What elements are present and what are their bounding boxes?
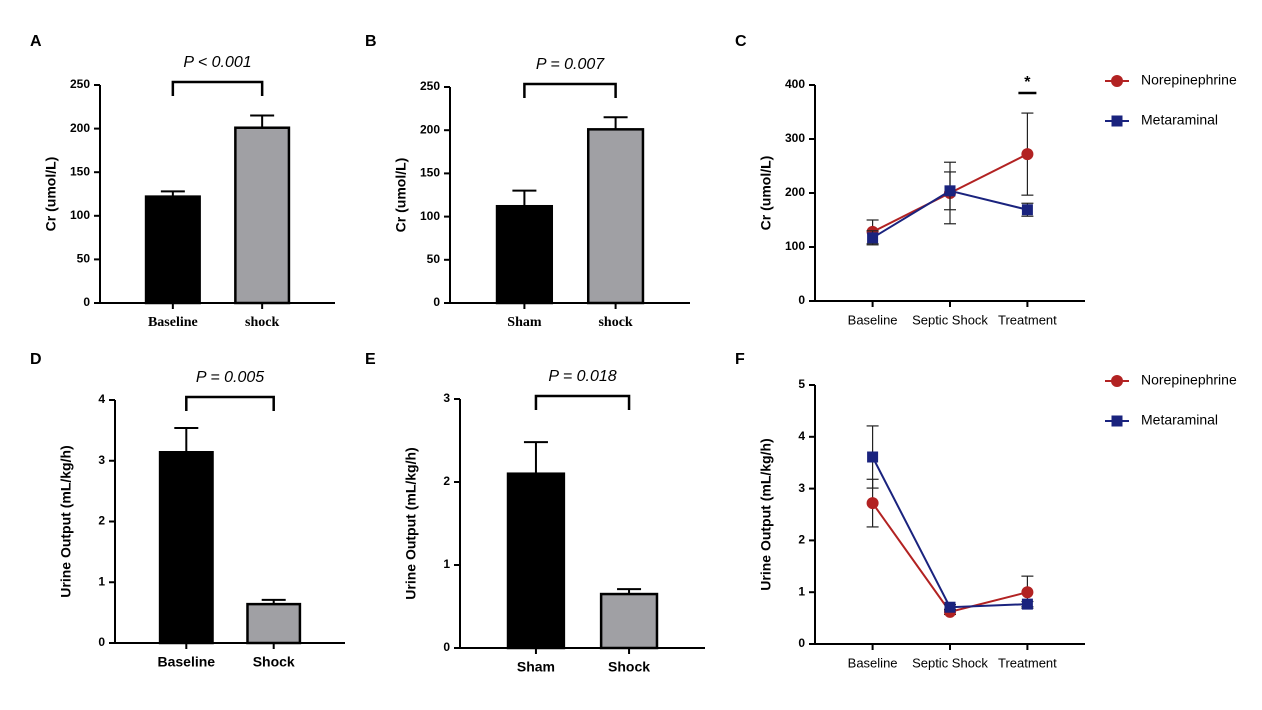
y-tick-label: 1 [98, 574, 105, 588]
bar [144, 195, 201, 305]
panel-label: C [735, 33, 747, 50]
y-axis-label: Cr (umol/L) [43, 157, 59, 232]
y-tick-label: 100 [785, 239, 805, 253]
panel-label: A [30, 33, 42, 50]
panel-label: B [365, 33, 377, 50]
bar [495, 204, 554, 305]
marker [944, 185, 956, 197]
x-tick-label: Shock [608, 659, 650, 675]
x-tick-label: Sham [517, 659, 555, 675]
y-axis-label: Cr (umol/L) [393, 158, 409, 233]
marker [866, 497, 879, 510]
y-tick-label: 150 [420, 166, 440, 180]
annotation: P = 0.005 [196, 369, 264, 386]
x-tick-label: shock [245, 315, 279, 330]
significance-bracket [523, 82, 617, 98]
bar [586, 128, 645, 305]
x-tick-label: Baseline [148, 315, 198, 330]
legend-label: Norepinephrine [1141, 372, 1237, 388]
y-tick-label: 3 [798, 481, 805, 495]
y-tick-label: 100 [420, 209, 440, 223]
x-tick-label: Treatment [998, 655, 1057, 670]
annotation: * [1024, 74, 1031, 91]
y-axis-label: Cr (umol/L) [758, 156, 774, 231]
y-tick-label: 0 [83, 295, 90, 309]
y-tick-label: 300 [785, 131, 805, 145]
x-tick-label: Septic Shock [912, 312, 988, 327]
panel-label: D [30, 351, 42, 368]
marker [1021, 598, 1033, 610]
bar [506, 472, 566, 650]
y-tick-label: 50 [77, 252, 91, 266]
y-tick-label: 200 [70, 121, 90, 135]
legend-label: Metaraminal [1141, 112, 1218, 128]
bar [246, 602, 302, 645]
y-tick-label: 250 [70, 77, 90, 91]
bar [158, 450, 214, 645]
x-tick-label: Treatment [998, 312, 1057, 327]
significance-bracket [534, 394, 631, 410]
legend-label: Metaraminal [1141, 412, 1218, 428]
series-line [871, 502, 1028, 614]
y-tick-label: 3 [443, 391, 450, 405]
y-tick-label: 2 [798, 533, 805, 547]
y-axis-label: Urine Output (mL/kg/h) [758, 438, 774, 590]
y-tick-label: 0 [433, 295, 440, 309]
y-tick-label: 200 [420, 122, 440, 136]
significance-bracket [185, 395, 275, 411]
annotation: P = 0.018 [548, 368, 616, 385]
y-tick-label: 400 [785, 77, 805, 91]
x-tick-label: Sham [507, 315, 542, 330]
legend-label: Norepinephrine [1141, 72, 1237, 88]
y-tick-label: 200 [785, 185, 805, 199]
annotation: P < 0.001 [183, 54, 251, 71]
y-tick-label: 250 [420, 79, 440, 93]
marker [944, 601, 956, 613]
y-tick-label: 0 [798, 636, 805, 650]
y-tick-label: 4 [798, 429, 805, 443]
y-tick-label: 5 [798, 377, 805, 391]
y-tick-label: 1 [798, 584, 805, 598]
marker [867, 451, 879, 463]
x-tick-label: Baseline [158, 654, 216, 670]
x-tick-label: Shock [253, 654, 295, 670]
x-tick-label: shock [598, 315, 632, 330]
legend-marker [1111, 375, 1123, 387]
series-line [871, 456, 1028, 609]
y-tick-label: 100 [70, 208, 90, 222]
y-tick-label: 1 [443, 557, 450, 571]
x-tick-label: Septic Shock [912, 655, 988, 670]
y-tick-label: 2 [443, 474, 450, 488]
legend-marker [1111, 115, 1123, 127]
y-tick-label: 3 [98, 453, 105, 467]
marker [1021, 148, 1034, 161]
y-tick-label: 4 [98, 392, 105, 406]
y-tick-label: 0 [443, 640, 450, 654]
legend-marker [1111, 75, 1123, 87]
y-tick-label: 0 [98, 635, 105, 649]
marker [1021, 204, 1033, 216]
significance-bracket [171, 80, 264, 96]
bar [234, 126, 291, 305]
marker [867, 232, 879, 244]
y-tick-label: 50 [427, 252, 441, 266]
y-axis-label: Urine Output (mL/kg/h) [58, 445, 74, 597]
legend-marker [1111, 415, 1123, 427]
annotation: P = 0.007 [536, 56, 605, 73]
y-axis-label: Urine Output (mL/kg/h) [403, 447, 419, 599]
x-tick-label: Baseline [848, 655, 898, 670]
bar [599, 592, 659, 650]
y-tick-label: 0 [798, 293, 805, 307]
panel-label: E [365, 351, 376, 368]
marker [1021, 586, 1034, 599]
x-tick-label: Baseline [848, 312, 898, 327]
y-tick-label: 150 [70, 164, 90, 178]
y-tick-label: 2 [98, 514, 105, 528]
panel-label: F [735, 351, 745, 368]
